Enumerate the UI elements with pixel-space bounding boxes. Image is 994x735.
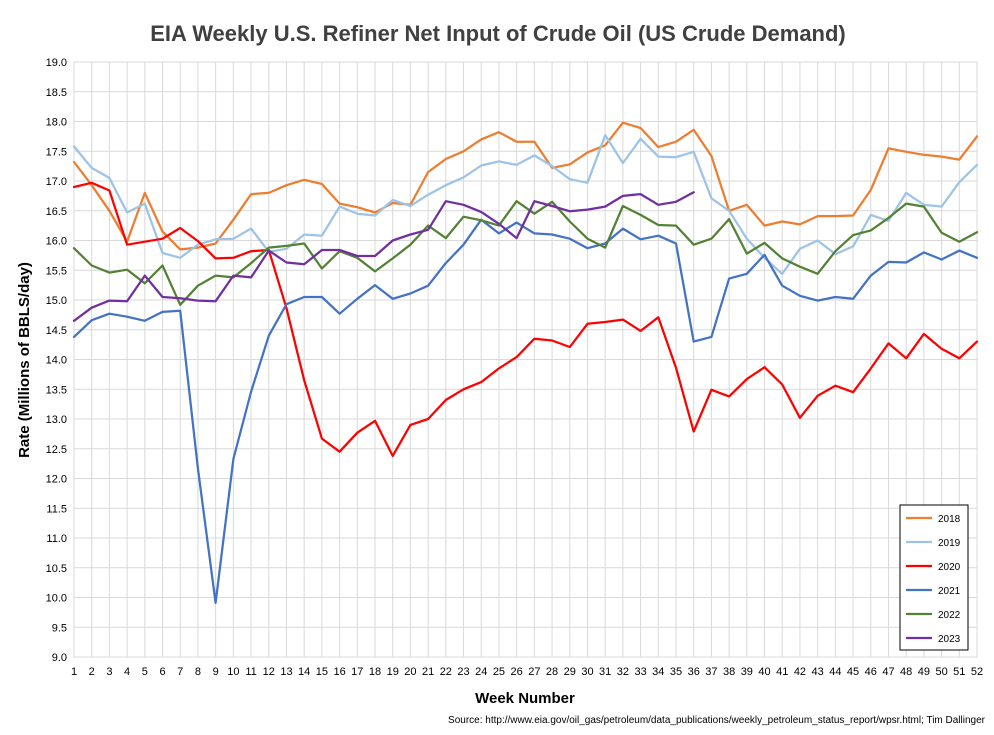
y-axis-ticks: 9.0 9.5 10.0 10.5 11.0 11.5 12.0 12.5 13.0 13.5 14… xyxy=(46,57,67,664)
y-tick-label: 12.0 xyxy=(46,474,67,486)
y-tick-label: 13.5 xyxy=(46,384,67,396)
x-axis-ticks: 1 2 3 4 5 6 7 8 9 10 11 12 13 14 15 16 17 18 19 20 21 22 23 24 2… xyxy=(71,666,983,678)
x-tick-label: 42 xyxy=(794,666,806,678)
y-tick-label: 19.0 xyxy=(46,57,67,69)
y-tick-label: 14.0 xyxy=(46,355,67,367)
x-tick-label: 44 xyxy=(829,666,841,678)
x-tick-label: 36 xyxy=(688,666,700,678)
x-tick-label: 19 xyxy=(387,666,399,678)
series-line-2018 xyxy=(72,121,979,251)
y-tick-label: 10.5 xyxy=(46,563,67,575)
y-tick-label: 11.0 xyxy=(46,533,67,545)
x-tick-label: 2 xyxy=(89,666,95,678)
x-tick-label: 43 xyxy=(812,666,824,678)
source-note: Source: http://www.eia.gov/oil_gas/petro… xyxy=(448,715,986,726)
x-tick-label: 51 xyxy=(953,666,965,678)
y-tick-label: 10.0 xyxy=(46,593,67,605)
x-tick-label: 45 xyxy=(847,666,859,678)
y-tick-label: 9.5 xyxy=(52,622,67,634)
y-tick-label: 12.5 xyxy=(46,444,67,456)
x-tick-label: 25 xyxy=(493,666,505,678)
legend-label-2022: 2022 xyxy=(938,610,961,621)
y-tick-label: 17.5 xyxy=(46,146,67,158)
y-tick-label: 15.5 xyxy=(46,265,67,277)
y-tick-label: 16.5 xyxy=(46,206,67,218)
x-tick-label: 20 xyxy=(404,666,416,678)
x-tick-label: 28 xyxy=(546,666,558,678)
x-tick-label: 39 xyxy=(741,666,753,678)
x-tick-label: 50 xyxy=(935,666,947,678)
y-tick-label: 13.0 xyxy=(46,414,67,426)
series-lines xyxy=(72,121,979,605)
x-tick-label: 8 xyxy=(195,666,201,678)
x-tick-label: 37 xyxy=(705,666,717,678)
y-axis-title: Rate (Millions of BBLS/day) xyxy=(16,262,33,458)
y-tick-label: 17.0 xyxy=(46,176,67,188)
series-line-2021 xyxy=(72,218,979,605)
y-tick-label: 9.0 xyxy=(52,652,67,664)
x-tick-label: 33 xyxy=(634,666,646,678)
x-tick-label: 14 xyxy=(298,666,310,678)
x-tick-label: 12 xyxy=(263,666,275,678)
x-tick-label: 1 xyxy=(71,666,77,678)
x-tick-label: 24 xyxy=(475,666,487,678)
x-tick-label: 35 xyxy=(670,666,682,678)
legend-label-2019: 2019 xyxy=(938,538,961,549)
x-tick-label: 38 xyxy=(723,666,735,678)
x-tick-label: 34 xyxy=(652,666,664,678)
x-tick-label: 10 xyxy=(227,666,239,678)
legend-label-2018: 2018 xyxy=(938,514,961,525)
x-tick-label: 3 xyxy=(106,666,112,678)
legend-label-2020: 2020 xyxy=(938,562,961,573)
x-tick-label: 4 xyxy=(124,666,130,678)
x-tick-label: 18 xyxy=(369,666,381,678)
x-tick-label: 32 xyxy=(617,666,629,678)
x-tick-label: 15 xyxy=(316,666,328,678)
y-tick-label: 14.5 xyxy=(46,325,67,337)
x-tick-label: 13 xyxy=(280,666,292,678)
legend-box xyxy=(899,504,969,651)
series-line-2020 xyxy=(72,181,979,458)
x-tick-label: 47 xyxy=(882,666,894,678)
x-tick-label: 31 xyxy=(599,666,611,678)
x-tick-label: 7 xyxy=(177,666,183,678)
x-tick-label: 21 xyxy=(422,666,434,678)
x-tick-label: 48 xyxy=(900,666,912,678)
x-tick-label: 52 xyxy=(971,666,983,678)
x-tick-label: 46 xyxy=(865,666,877,678)
series-line-2023 xyxy=(72,191,695,322)
x-tick-label: 17 xyxy=(351,666,363,678)
x-tick-label: 41 xyxy=(776,666,788,678)
chart-title: EIA Weekly U.S. Refiner Net Input of Cru… xyxy=(150,21,846,46)
x-tick-label: 23 xyxy=(457,666,469,678)
x-tick-label: 22 xyxy=(440,666,452,678)
y-tick-label: 18.0 xyxy=(46,117,67,129)
legend-label-2021: 2021 xyxy=(938,586,961,597)
series-line-2022 xyxy=(72,200,979,306)
x-tick-label: 6 xyxy=(159,666,165,678)
y-tick-label: 15.0 xyxy=(46,295,67,307)
y-tick-label: 16.0 xyxy=(46,236,67,248)
x-tick-label: 49 xyxy=(918,666,930,678)
series-line-2019 xyxy=(72,134,979,275)
x-axis-title: Week Number xyxy=(475,690,575,707)
x-tick-label: 5 xyxy=(142,666,148,678)
x-tick-label: 9 xyxy=(213,666,219,678)
legend: 2018 2019 2020 2021 2022 2023 xyxy=(899,504,969,651)
x-tick-label: 27 xyxy=(528,666,540,678)
x-tick-label: 26 xyxy=(511,666,523,678)
x-tick-label: 30 xyxy=(581,666,593,678)
y-tick-label: 18.5 xyxy=(46,87,67,99)
gridlines xyxy=(73,61,978,658)
legend-label-2023: 2023 xyxy=(938,634,961,645)
x-tick-label: 16 xyxy=(333,666,345,678)
y-tick-label: 11.5 xyxy=(46,503,67,515)
x-tick-label: 29 xyxy=(564,666,576,678)
x-tick-label: 11 xyxy=(245,666,256,678)
x-tick-label: 40 xyxy=(758,666,770,678)
